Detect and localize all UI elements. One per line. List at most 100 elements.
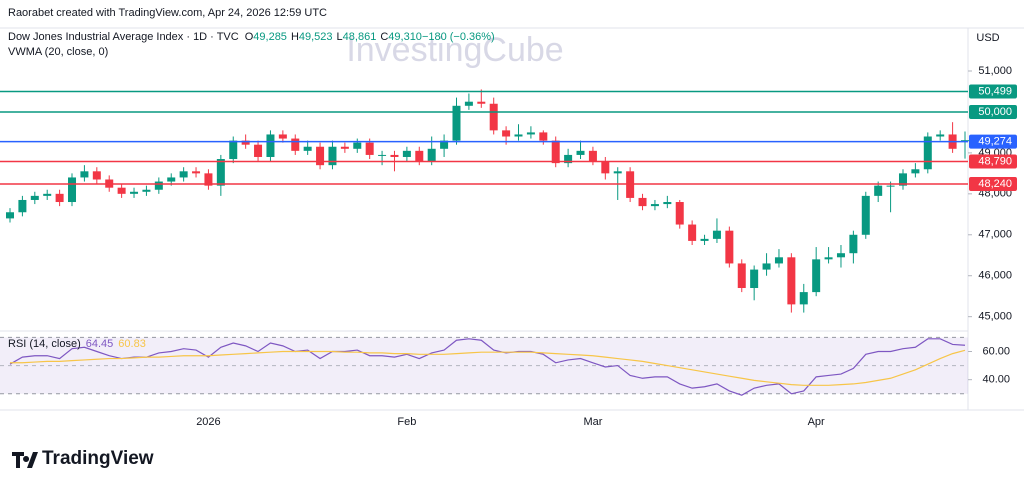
candle-body bbox=[204, 173, 213, 186]
candle-body bbox=[762, 263, 771, 270]
candle-body bbox=[576, 150, 585, 155]
rsi-line bbox=[10, 349, 966, 386]
level-label-bg bbox=[969, 177, 1017, 192]
candle-body bbox=[564, 154, 573, 164]
candle-body bbox=[613, 171, 622, 174]
candle-body bbox=[861, 195, 870, 235]
candle-body bbox=[650, 204, 659, 207]
candle-body bbox=[836, 253, 845, 258]
x-tick-label: Mar bbox=[583, 416, 602, 428]
y-tick-label: 51,000 bbox=[978, 65, 1012, 77]
candle-body bbox=[489, 103, 498, 131]
candle-body bbox=[241, 140, 250, 145]
ohlc-value: 49,310 bbox=[388, 31, 422, 43]
candle-body bbox=[229, 140, 238, 160]
candle-body bbox=[378, 154, 387, 156]
candle-body bbox=[415, 150, 424, 162]
candle-body bbox=[588, 150, 597, 162]
level-label: 48,240 bbox=[978, 178, 1012, 190]
rsi-y-tick-label: 40.00 bbox=[982, 374, 1010, 386]
currency: USD bbox=[976, 32, 999, 44]
candle-body bbox=[824, 257, 833, 260]
level-label: 49,274 bbox=[978, 136, 1012, 148]
candle-body bbox=[725, 230, 734, 264]
candle-body bbox=[192, 171, 201, 174]
candle-body bbox=[68, 177, 77, 203]
candle-body bbox=[167, 177, 176, 182]
candle-body bbox=[328, 146, 337, 166]
candle-body bbox=[502, 130, 511, 137]
candle-body bbox=[526, 132, 535, 135]
candle-body bbox=[278, 134, 287, 139]
candle-body bbox=[390, 154, 399, 157]
candle-body bbox=[18, 199, 27, 213]
ohlc-key: O bbox=[245, 31, 254, 43]
rsi-value: 64.45 bbox=[86, 338, 114, 350]
candle-body bbox=[911, 169, 920, 174]
candle-body bbox=[55, 193, 64, 203]
level-label-bg bbox=[969, 154, 1017, 169]
header: Dow Jones Industrial Average Index · 1D … bbox=[8, 31, 495, 43]
ohlc-key: H bbox=[291, 31, 299, 43]
candle-body bbox=[6, 212, 14, 219]
indicator-label: VWMA (20, close, 0) bbox=[8, 46, 108, 58]
x-tick-label: Apr bbox=[808, 416, 825, 428]
candle-body bbox=[700, 238, 709, 241]
candle-body bbox=[43, 193, 52, 196]
watermark: InvestingCube bbox=[346, 31, 563, 69]
candle-body bbox=[291, 138, 300, 151]
candle-body bbox=[266, 134, 275, 157]
level-label: 48,790 bbox=[978, 155, 1012, 167]
level-label-bg bbox=[969, 84, 1017, 99]
ohlc-value: 48,861 bbox=[343, 31, 377, 43]
candle-body bbox=[514, 134, 523, 137]
candle-body bbox=[774, 257, 783, 264]
level-label: 50,000 bbox=[978, 106, 1012, 118]
candle-body bbox=[30, 195, 39, 200]
candle-body bbox=[80, 171, 89, 178]
candle-body bbox=[874, 185, 883, 196]
candle-body bbox=[812, 259, 821, 293]
y-tick-label: 46,000 bbox=[978, 270, 1012, 282]
y-tick-label: 47,000 bbox=[978, 229, 1012, 241]
attribution: Raorabet created with TradingView.com, A… bbox=[8, 7, 327, 19]
candle-body bbox=[477, 101, 486, 104]
y-tick-label: 45,000 bbox=[978, 311, 1012, 323]
rsi-line bbox=[9, 338, 966, 396]
candle-body bbox=[365, 142, 374, 155]
candle-body bbox=[799, 292, 808, 305]
candle-body bbox=[663, 202, 672, 205]
candle-body bbox=[688, 224, 697, 241]
candle-body bbox=[142, 189, 151, 192]
candle-body bbox=[340, 146, 349, 149]
candle-body bbox=[452, 105, 461, 141]
candle-body bbox=[551, 140, 560, 164]
candle-body bbox=[787, 257, 796, 305]
candle-body bbox=[849, 234, 858, 254]
candle-body bbox=[601, 161, 610, 174]
x-tick-label: Feb bbox=[397, 416, 416, 428]
level-label-bg bbox=[969, 134, 1017, 149]
candle-body bbox=[440, 140, 449, 149]
candle-body bbox=[961, 140, 969, 142]
rsi-y-tick-label: 60.00 bbox=[982, 345, 1010, 357]
candle-body bbox=[886, 185, 895, 187]
symbol: Dow Jones Industrial Average Index · 1D … bbox=[8, 31, 239, 43]
candle-body bbox=[117, 187, 126, 194]
rsi-value: 60.83 bbox=[118, 338, 146, 350]
candle-body bbox=[675, 202, 684, 225]
rsi-label: RSI (14, close) 64.45 60.83 bbox=[8, 338, 146, 350]
candle-body bbox=[154, 181, 163, 190]
rsi-name: RSI (14, close) bbox=[8, 338, 81, 350]
candle-body bbox=[254, 144, 263, 157]
candle-body bbox=[427, 148, 436, 162]
candle-body bbox=[464, 101, 473, 106]
candle-body bbox=[303, 146, 312, 151]
level-label-bg bbox=[969, 104, 1017, 119]
candle-body bbox=[898, 173, 907, 186]
candle-body bbox=[936, 134, 945, 137]
footer-logo: TradingView bbox=[42, 448, 154, 469]
ohlc-value: 49,285 bbox=[253, 31, 287, 43]
